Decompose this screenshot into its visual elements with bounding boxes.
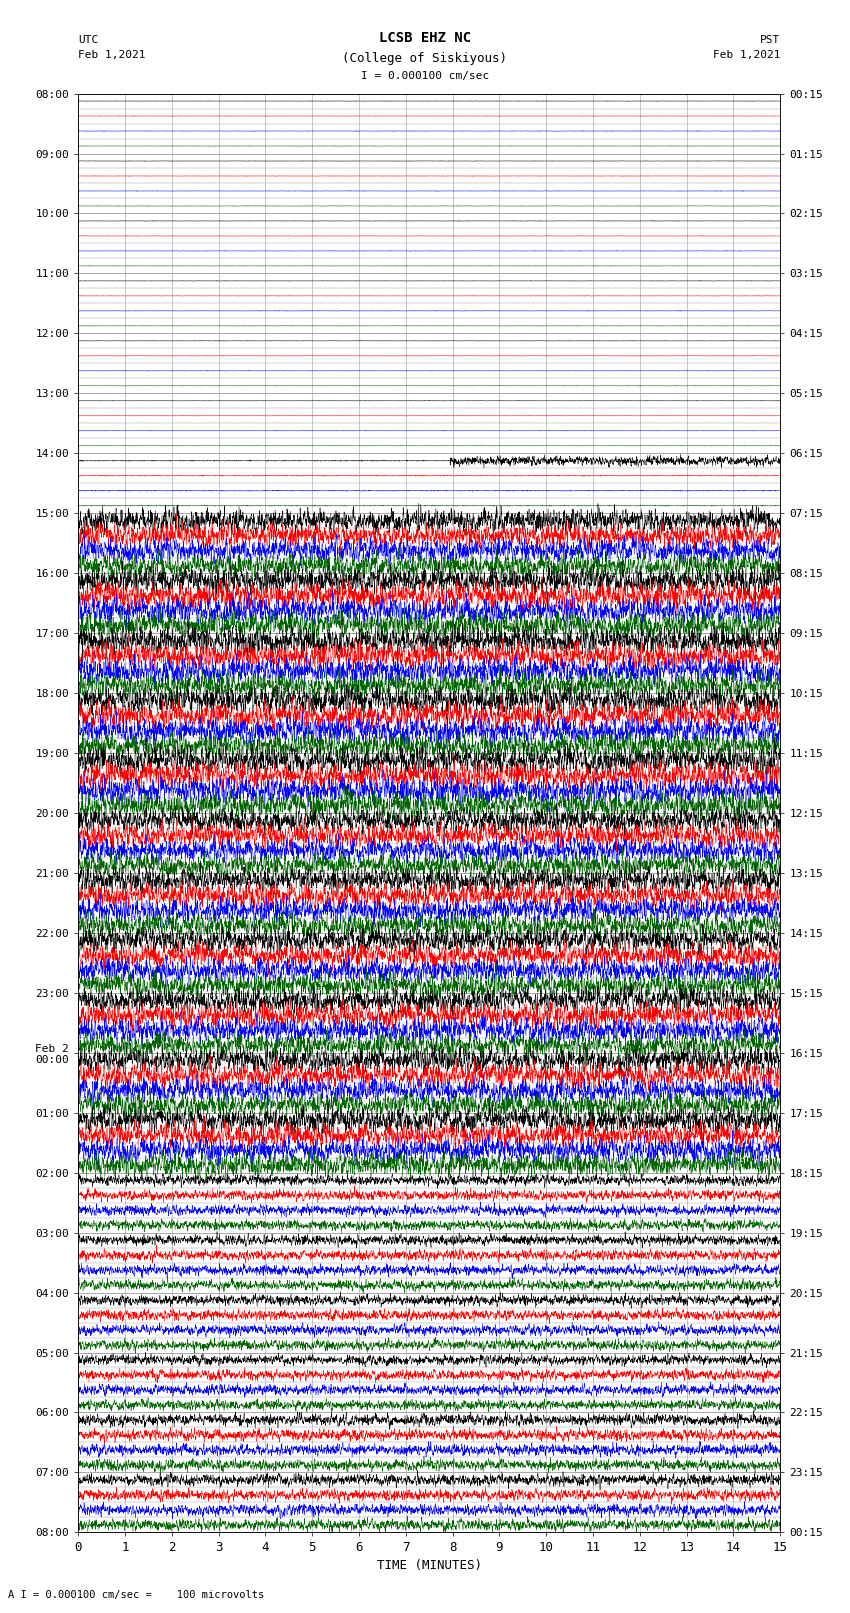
Text: UTC: UTC — [78, 35, 99, 45]
Text: A I = 0.000100 cm/sec =    100 microvolts: A I = 0.000100 cm/sec = 100 microvolts — [8, 1590, 264, 1600]
X-axis label: TIME (MINUTES): TIME (MINUTES) — [377, 1558, 482, 1571]
Text: (College of Siskiyous): (College of Siskiyous) — [343, 52, 507, 65]
Text: I = 0.000100 cm/sec: I = 0.000100 cm/sec — [361, 71, 489, 81]
Text: Feb 1,2021: Feb 1,2021 — [78, 50, 145, 60]
Text: LCSB EHZ NC: LCSB EHZ NC — [379, 31, 471, 45]
Text: PST: PST — [760, 35, 780, 45]
Text: Feb 1,2021: Feb 1,2021 — [713, 50, 780, 60]
